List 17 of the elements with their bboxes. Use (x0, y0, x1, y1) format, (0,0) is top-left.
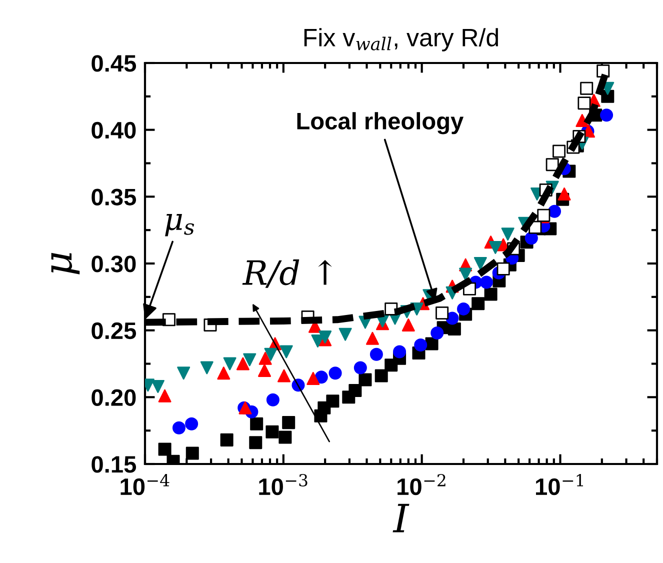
y-tick-label: 0.35 (92, 188, 136, 206)
y-tick-label: 0.15 (92, 456, 136, 473)
x-tick-label: 10$^{−3}$ (259, 474, 308, 496)
x-tick-label: 10$^{−4}$ (120, 474, 170, 496)
x-tick-label: 10$^{−2}$ (398, 474, 446, 496)
y-tick-label: 0.25 (92, 322, 136, 340)
y-axis-title: μ (51, 252, 80, 274)
y-tick-label: 0.30 (92, 256, 136, 272)
annotation: Local rheology (297, 112, 464, 134)
annotation: μ$_{s}$ (165, 214, 194, 236)
annotation: R/d ↑ (242, 259, 332, 288)
chart-title: Fix v$_{wall}$, vary R/d (304, 28, 498, 52)
y-tick-label: 0.20 (92, 389, 136, 406)
y-tick-label: 0.40 (92, 122, 136, 139)
x-tick-label: 10$^{−1}$ (536, 474, 584, 496)
x-axis-title: I (392, 504, 410, 532)
y-tick-label: 0.45 (92, 55, 136, 72)
